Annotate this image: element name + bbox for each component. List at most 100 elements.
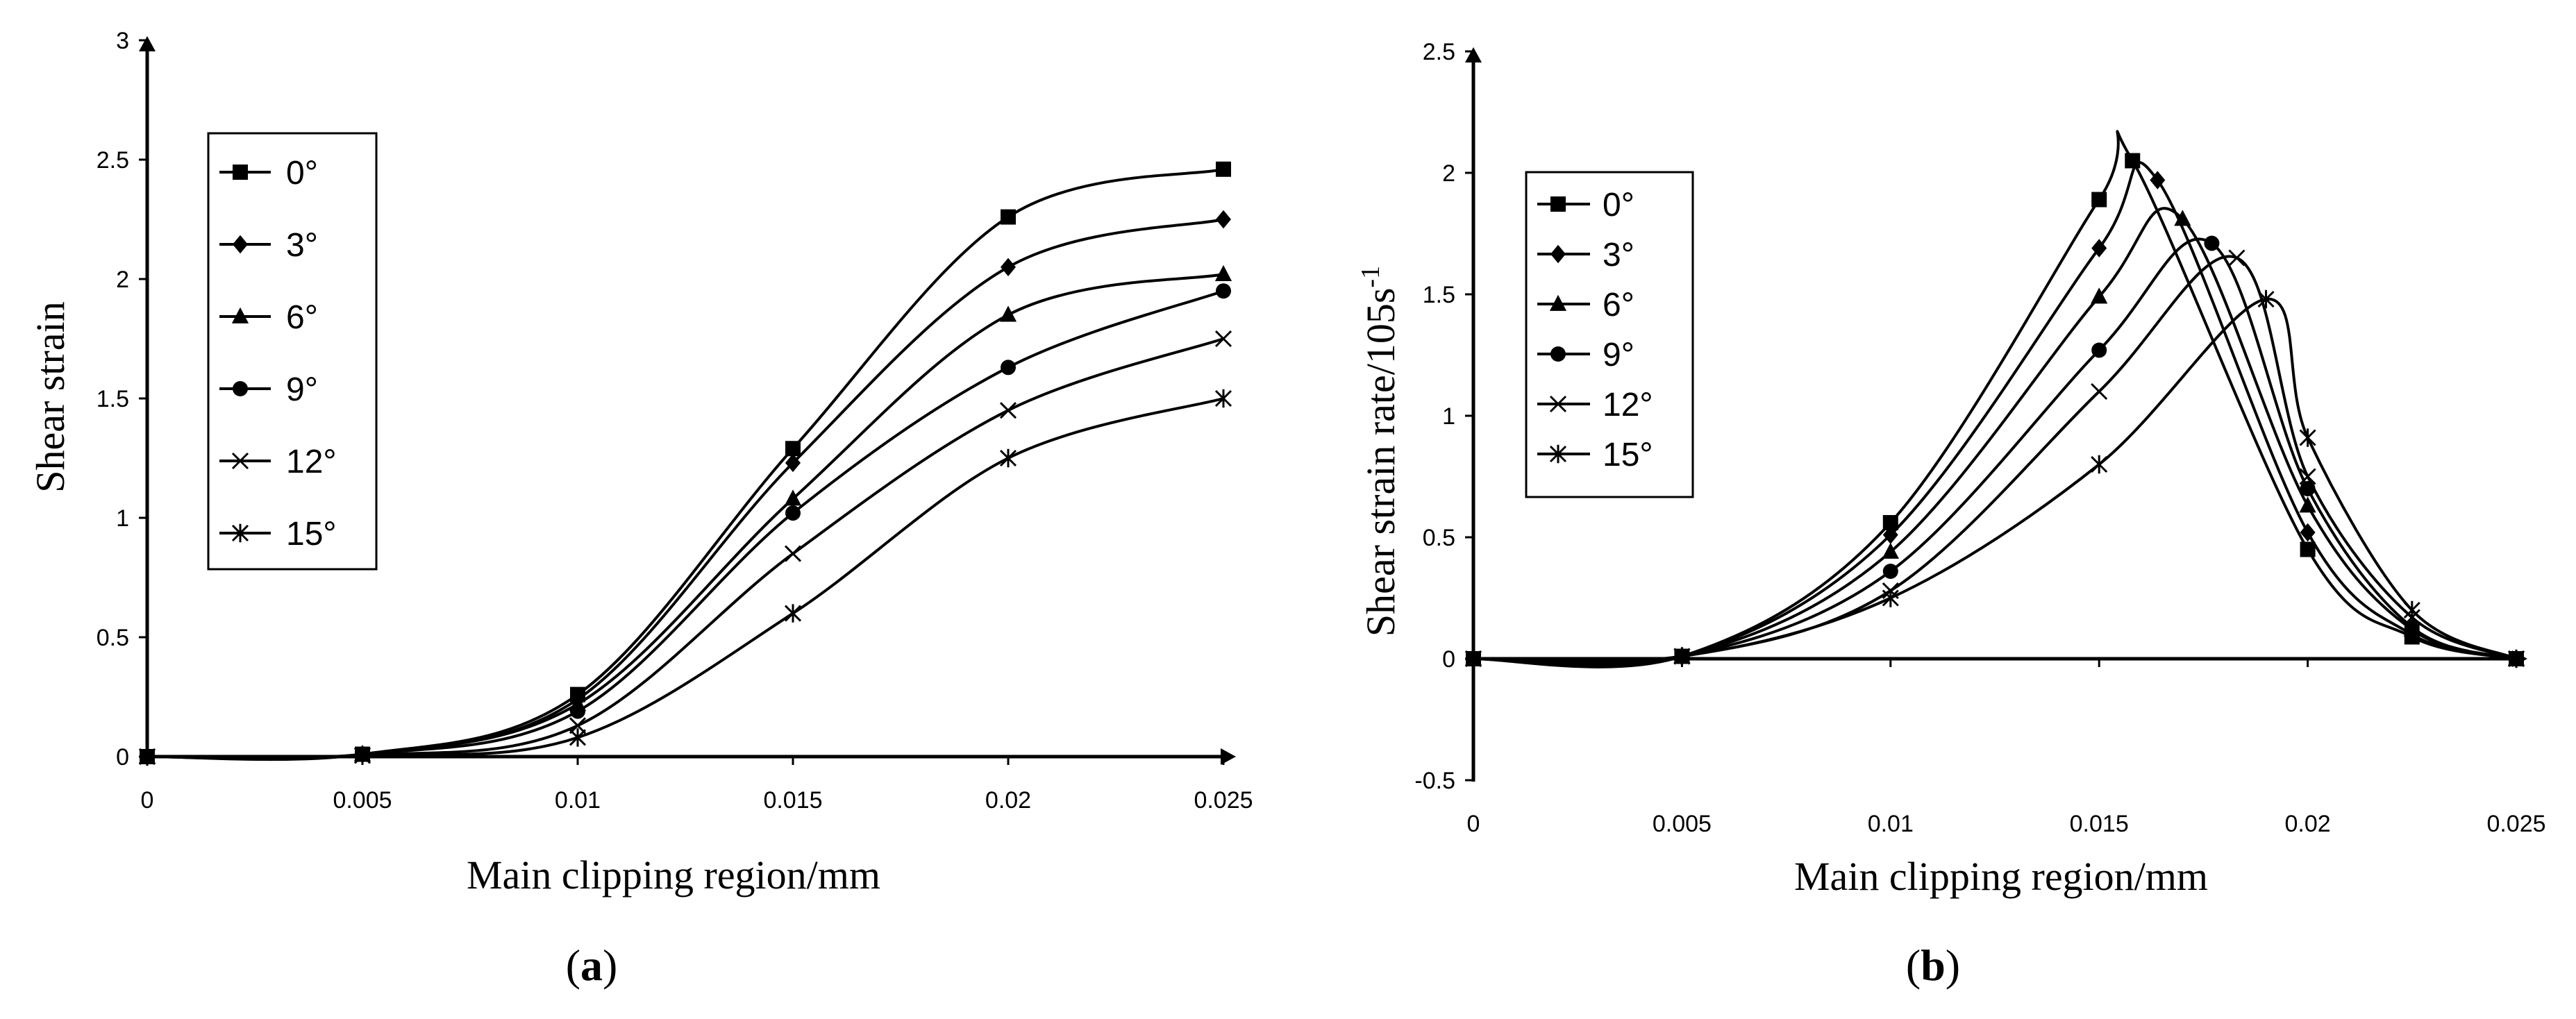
x-tick-label: 0.01: [1868, 811, 1914, 837]
x-tick-label: 0.025: [2486, 811, 2545, 837]
data-point: [784, 604, 802, 623]
data-point: [2091, 382, 2108, 401]
data-point: [785, 441, 801, 457]
legend-entry: 0°: [1537, 187, 1634, 224]
legend-marker: [233, 165, 248, 180]
legend-marker: [1550, 346, 1566, 362]
x-tick-label: 0.02: [985, 787, 1031, 814]
data-point: [2403, 600, 2420, 620]
data-point: [2091, 239, 2107, 258]
legend-label: 9°: [286, 371, 318, 408]
legend-entry: 3°: [219, 227, 318, 264]
legend-entry: 6°: [219, 299, 318, 336]
data-point: [2204, 235, 2220, 251]
data-point: [2150, 171, 2166, 190]
legend-b: 0° 3° 6° 9° 12° 15°: [1537, 187, 1653, 473]
legend-entry: 9°: [1537, 337, 1634, 373]
data-point: [2299, 496, 2316, 513]
data-point: [2228, 249, 2245, 267]
x-tick-label: 0.005: [1653, 811, 1712, 837]
legend-label: 3°: [1603, 237, 1634, 273]
panel-label-a: (a): [566, 941, 618, 990]
legend-marker: [233, 381, 248, 396]
y-tick-label: 3: [116, 28, 129, 54]
y-axis-title-b-main: Shear strain rate/105s: [1358, 288, 1403, 637]
legend-marker: [1550, 244, 1566, 264]
legend-label: 6°: [286, 299, 318, 336]
data-point: [2125, 153, 2141, 169]
data-point: [2174, 210, 2191, 226]
x-tick-label: 0.01: [555, 787, 601, 814]
y-tick-label: 1.5: [97, 386, 129, 412]
x-tick-label: 0.02: [2285, 811, 2331, 837]
panel-label-b-letter: b: [1921, 941, 1946, 990]
data-point: [569, 728, 587, 747]
legend-entry: 0°: [219, 155, 318, 192]
y-axis-arrow: [139, 36, 156, 51]
series-group-b: [1464, 130, 2525, 668]
x-axis-title-b: Main clipping region/mm: [1794, 854, 2208, 899]
data-point: [569, 717, 587, 734]
chart-panel-a: 0 0.5 1 1.5 2 2.5 3 0 0.005 0.01 0.015 0.02 0.025 0°…: [28, 28, 1253, 990]
series-line: [1473, 207, 2517, 666]
y-tick-label: 1.5: [1423, 282, 1455, 308]
data-point: [2300, 523, 2316, 542]
data-point: [2091, 455, 2108, 474]
data-point: [999, 305, 1017, 322]
legend-label: 6°: [1603, 287, 1634, 323]
legend-label: 9°: [1603, 337, 1634, 373]
data-point: [784, 545, 802, 562]
legend-label: 15°: [1603, 437, 1653, 473]
y-axis-title-b: Shear strain rate/105s-1: [1356, 266, 1403, 637]
panel-label-a-letter: a: [580, 941, 603, 990]
data-point: [2091, 342, 2107, 358]
y-tick-label: 1: [1442, 403, 1455, 430]
data-point: [1882, 542, 1899, 559]
legend-entry: 12°: [1537, 387, 1653, 423]
y-tick-label: 0.5: [1423, 525, 1455, 551]
x-tick-label: 0.025: [1194, 787, 1253, 814]
legend-marker: [1549, 294, 1567, 311]
panel-label-b: (b): [1906, 941, 1960, 990]
legend-entry: 15°: [1537, 437, 1653, 473]
data-point: [2299, 428, 2316, 447]
data-point: [1214, 330, 1232, 348]
data-point: [1882, 564, 1898, 579]
x-axis-title-a: Main clipping region/mm: [467, 852, 880, 898]
x-tick-label: 0: [141, 787, 154, 814]
legend-marker: [1549, 395, 1567, 413]
data-point: [2300, 541, 2316, 557]
legend-box-a: [207, 132, 378, 571]
ticks-b: -0.5 0 0.5 1 1.5 2 2.5 0 0.005 0.01 0.015 0.02 0.025: [1414, 39, 2545, 837]
legend-label: 3°: [286, 227, 318, 264]
legend-entry: 12°: [219, 444, 337, 480]
legend-marker: [1550, 196, 1566, 212]
x-tick-label: 0.015: [2070, 811, 2129, 837]
data-point: [2299, 468, 2316, 485]
legend-marker: [231, 523, 249, 543]
data-point: [2091, 192, 2107, 208]
data-point: [785, 505, 801, 521]
chart-panel-b: -0.5 0 0.5 1 1.5 2 2.5 0 0.005 0.01 0.015 0.02 0.025…: [1356, 39, 2546, 990]
data-point: [999, 448, 1017, 468]
y-tick-label: 2: [116, 267, 129, 293]
series-line: [1473, 297, 2517, 663]
data-point: [1214, 264, 1232, 282]
legend-entry: 9°: [219, 371, 318, 408]
legend-entry: 15°: [219, 516, 337, 553]
data-point: [784, 489, 802, 506]
y-tick-label: -0.5: [1414, 768, 1455, 794]
x-tick-label: 0: [1467, 811, 1480, 837]
data-point: [1001, 209, 1016, 225]
y-tick-label: 0: [116, 744, 129, 770]
y-tick-label: 2.5: [97, 147, 129, 174]
data-point: [785, 453, 801, 473]
data-point: [2091, 287, 2108, 304]
legend-marker: [231, 452, 249, 470]
legend-label: 0°: [286, 155, 318, 192]
legend-entry: 3°: [1537, 237, 1634, 273]
y-axis-arrow: [1465, 47, 1482, 62]
x-tick-label: 0.005: [333, 787, 392, 814]
y-tick-label: 0: [1442, 646, 1455, 673]
